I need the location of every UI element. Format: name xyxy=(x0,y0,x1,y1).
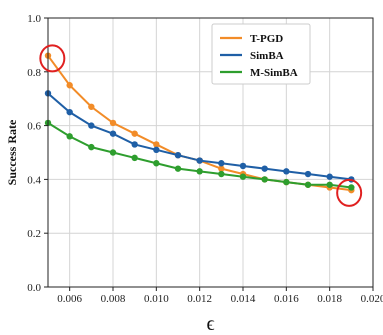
y-tick-label: 0.2 xyxy=(27,228,41,240)
data-point xyxy=(239,173,247,180)
highlight-circle xyxy=(336,178,363,207)
x-tick-label: 0.008 xyxy=(101,293,126,305)
data-point xyxy=(196,168,203,175)
highlight-circle xyxy=(39,44,66,73)
data-point xyxy=(261,176,268,183)
plot-frame xyxy=(47,17,374,288)
data-point xyxy=(66,108,73,116)
data-point xyxy=(174,151,182,159)
data-point xyxy=(153,141,160,148)
data-point xyxy=(66,133,73,140)
x-tick-label: 0.020 xyxy=(361,293,383,305)
x-tick-label: 0.016 xyxy=(274,293,299,305)
data-point xyxy=(326,173,333,180)
x-tick-label: 0.006 xyxy=(57,293,82,305)
legend-label: SimBA xyxy=(250,50,284,62)
data-point xyxy=(109,130,117,137)
data-point xyxy=(196,157,203,164)
x-tick-label: 0.014 xyxy=(231,293,256,305)
data-point xyxy=(131,130,138,137)
data-point xyxy=(218,160,225,167)
data-point xyxy=(153,160,160,167)
x-tick-label: 0.010 xyxy=(144,293,169,305)
data-point xyxy=(283,178,290,186)
y-tick-label: 0.0 xyxy=(27,282,41,294)
data-point xyxy=(109,119,117,127)
data-point xyxy=(88,103,95,110)
y-tick-label: 0.4 xyxy=(27,174,41,186)
series-layer xyxy=(44,52,355,194)
data-point xyxy=(261,165,268,172)
data-point xyxy=(348,184,355,191)
data-point xyxy=(174,165,182,172)
data-point xyxy=(239,162,247,170)
data-point xyxy=(218,165,225,172)
tick-layer: 0.006 0.008 0.010 0.012 0.014 0.016 0.018 0.020… xyxy=(27,13,383,305)
annotation-layer xyxy=(39,44,363,207)
legend-item-m-simba: M-SimBA xyxy=(220,67,298,79)
data-point xyxy=(326,181,333,188)
legend-item-t-pgd: T-PGD xyxy=(220,33,283,45)
data-point xyxy=(66,82,73,89)
data-point xyxy=(283,168,290,175)
y-tick-label: 0.8 xyxy=(27,67,41,79)
data-point xyxy=(131,141,138,148)
series-simba xyxy=(44,90,355,183)
legend-label: T-PGD xyxy=(250,33,283,45)
data-point xyxy=(153,146,160,154)
x-axis-label: ϵ xyxy=(206,313,214,335)
data-point xyxy=(109,149,117,156)
x-tick-label: 0.012 xyxy=(187,293,212,305)
data-point xyxy=(88,122,95,129)
series-m-simba xyxy=(44,119,355,191)
legend-item-simba: SimBA xyxy=(220,50,284,62)
data-point xyxy=(131,154,138,162)
data-point xyxy=(304,170,312,178)
legend-label: M-SimBA xyxy=(250,67,298,79)
x-tick-label: 0.018 xyxy=(317,293,342,305)
data-point xyxy=(88,143,95,151)
y-axis-label: Success Rate xyxy=(5,119,19,185)
legend: T-PGD SimBA M-SimBA xyxy=(211,23,311,85)
y-tick-label: 0.6 xyxy=(27,121,41,133)
data-point xyxy=(218,170,225,178)
data-point xyxy=(304,181,312,188)
y-tick-label: 1.0 xyxy=(27,13,41,25)
